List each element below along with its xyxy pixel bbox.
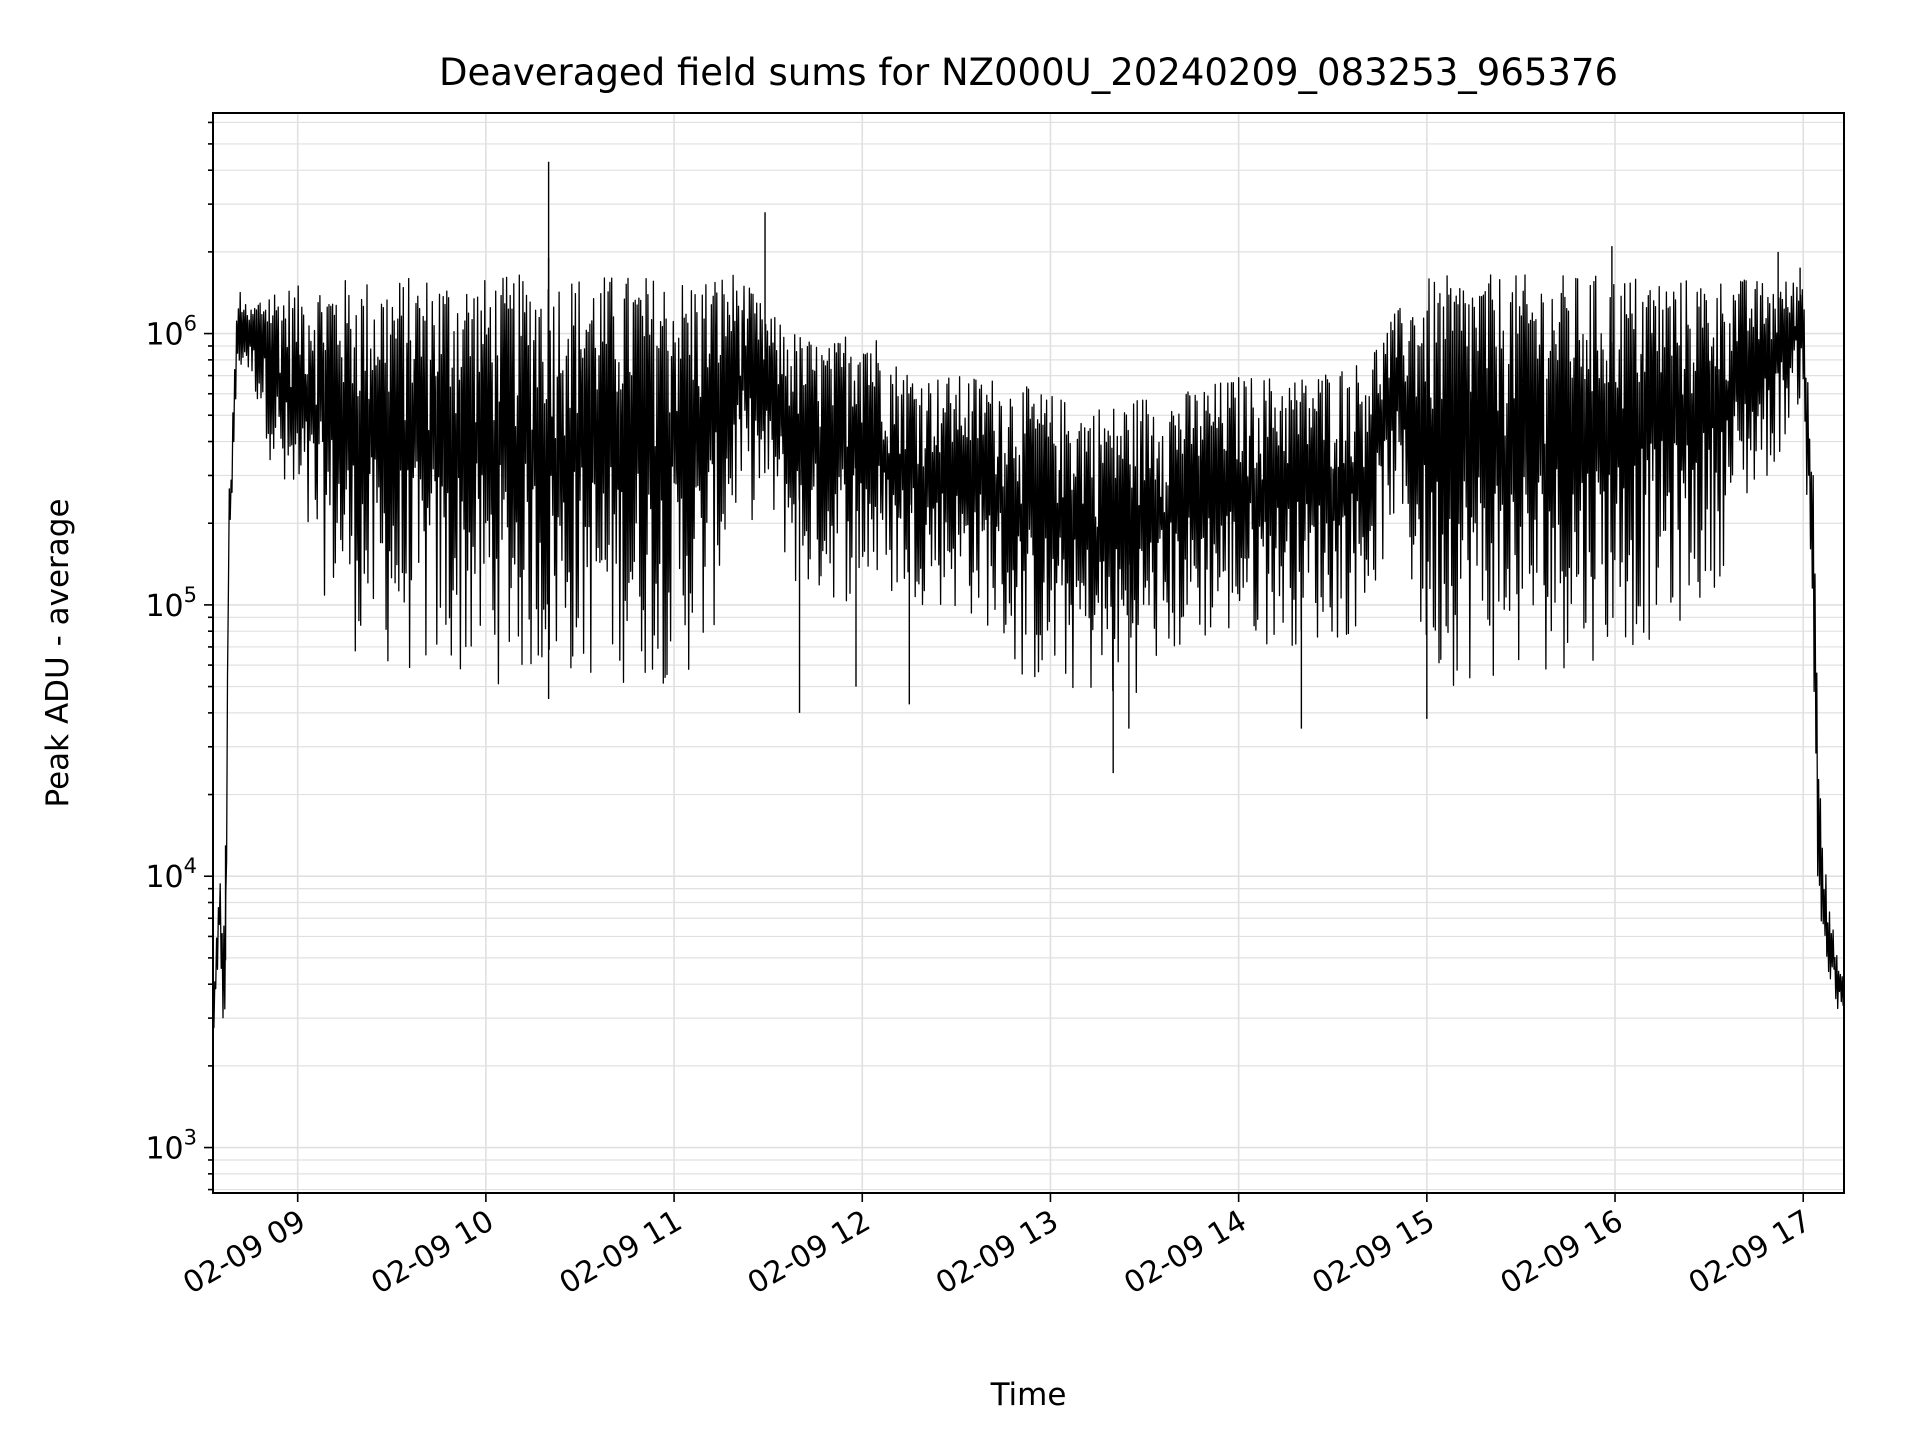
y-tick-label-base: 10 <box>145 589 183 624</box>
chart-title: Deaveraged field sums for NZ000U_2024020… <box>439 51 1618 94</box>
grid <box>213 113 1844 1193</box>
axes-frame <box>212 112 1845 1194</box>
data-layer <box>212 161 1845 1029</box>
y-tick-label-exponent: 3 <box>184 1126 197 1150</box>
y-tick-label-base: 10 <box>145 1132 183 1167</box>
y-tick-label: 103 <box>145 1126 197 1167</box>
y-tick-label: 106 <box>145 312 197 353</box>
data-series-line <box>212 274 1845 1029</box>
y-tick-label: 105 <box>145 583 197 624</box>
y-tick-label-exponent: 4 <box>184 854 197 878</box>
y-tick-label-exponent: 6 <box>184 312 197 336</box>
y-tick-label: 104 <box>145 854 197 895</box>
y-axis-label: Peak ADU - average <box>40 498 76 807</box>
x-axis-label: Time <box>990 1377 1067 1413</box>
y-tick-label-exponent: 5 <box>184 583 197 607</box>
y-tick-label-base: 10 <box>145 860 183 895</box>
y-tick-label-base: 10 <box>145 318 183 353</box>
